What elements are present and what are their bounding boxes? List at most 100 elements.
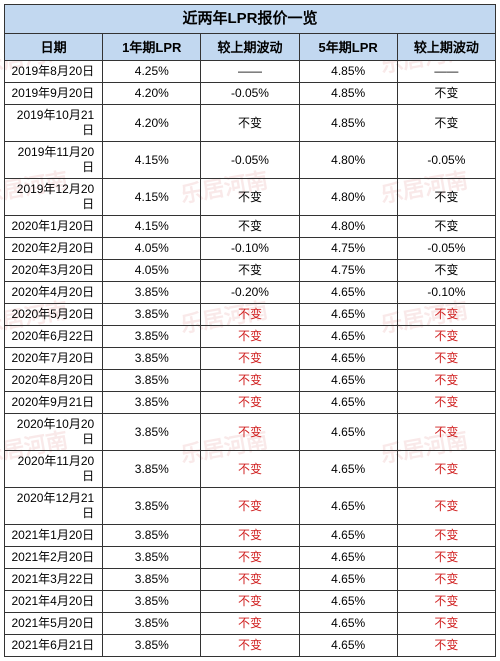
cell-chg5: 不变	[397, 392, 495, 414]
cell-chg5: 不变	[397, 635, 495, 657]
cell-chg5: 不变	[397, 326, 495, 348]
table-row: 2020年9月21日3.85%不变4.65%不变	[5, 392, 496, 414]
cell-chg5: 不变	[397, 569, 495, 591]
table-row: 2021年1月20日3.85%不变4.65%不变	[5, 525, 496, 547]
cell-lpr5: 4.65%	[299, 635, 397, 657]
cell-lpr5: 4.65%	[299, 370, 397, 392]
cell-date: 2019年11月20日	[5, 142, 103, 179]
table-row: 2021年2月20日3.85%不变4.65%不变	[5, 547, 496, 569]
cell-lpr1: 3.85%	[103, 392, 201, 414]
cell-chg5: 不变	[397, 547, 495, 569]
cell-chg1: 不变	[201, 414, 299, 451]
table-row: 2021年6月21日3.85%不变4.65%不变	[5, 635, 496, 657]
header-row: 日期 1年期LPR 较上期波动 5年期LPR 较上期波动	[5, 34, 496, 61]
cell-date: 2021年2月20日	[5, 547, 103, 569]
cell-chg1: 不变	[201, 326, 299, 348]
table-row: 2019年8月20日4.25%——4.85%——	[5, 61, 496, 83]
table-row: 2020年6月22日3.85%不变4.65%不变	[5, 326, 496, 348]
cell-lpr1: 3.85%	[103, 569, 201, 591]
table-row: 2020年10月20日3.85%不变4.65%不变	[5, 414, 496, 451]
cell-lpr5: 4.65%	[299, 304, 397, 326]
table-body: 2019年8月20日4.25%——4.85%——2019年9月20日4.20%-…	[5, 61, 496, 657]
table-row: 2020年3月20日4.05%不变4.75%不变	[5, 260, 496, 282]
cell-lpr1: 4.25%	[103, 61, 201, 83]
table-row: 2020年12月21日3.85%不变4.65%不变	[5, 488, 496, 525]
cell-chg1: ——	[201, 61, 299, 83]
col-header-lpr1: 1年期LPR	[103, 34, 201, 61]
cell-lpr1: 3.85%	[103, 547, 201, 569]
cell-lpr1: 3.85%	[103, 635, 201, 657]
cell-date: 2019年9月20日	[5, 83, 103, 105]
table-wrapper: 乐居河南乐居河南乐居河南乐居河南乐居河南乐居河南乐居河南乐居河南乐居河南乐居河南…	[0, 0, 500, 661]
cell-lpr1: 4.15%	[103, 216, 201, 238]
cell-chg5: 不变	[397, 83, 495, 105]
cell-date: 2020年12月21日	[5, 488, 103, 525]
cell-date: 2020年9月21日	[5, 392, 103, 414]
cell-chg1: 不变	[201, 304, 299, 326]
cell-chg1: 不变	[201, 451, 299, 488]
cell-lpr1: 4.05%	[103, 238, 201, 260]
cell-chg5: 不变	[397, 451, 495, 488]
cell-chg5: 不变	[397, 591, 495, 613]
table-row: 2019年11月20日4.15%-0.05%4.80%-0.05%	[5, 142, 496, 179]
cell-date: 2019年10月21日	[5, 105, 103, 142]
cell-lpr1: 3.85%	[103, 451, 201, 488]
cell-lpr5: 4.75%	[299, 260, 397, 282]
table-row: 2020年7月20日3.85%不变4.65%不变	[5, 348, 496, 370]
cell-date: 2021年5月20日	[5, 613, 103, 635]
cell-lpr1: 3.85%	[103, 326, 201, 348]
table-title: 近两年LPR报价一览	[5, 5, 496, 34]
cell-date: 2021年1月20日	[5, 525, 103, 547]
table-row: 2019年9月20日4.20%-0.05%4.85%不变	[5, 83, 496, 105]
cell-chg5: -0.05%	[397, 142, 495, 179]
cell-lpr1: 3.85%	[103, 282, 201, 304]
cell-lpr1: 3.85%	[103, 591, 201, 613]
cell-date: 2021年6月21日	[5, 635, 103, 657]
cell-chg1: 不变	[201, 370, 299, 392]
cell-date: 2020年2月20日	[5, 238, 103, 260]
cell-date: 2020年7月20日	[5, 348, 103, 370]
cell-date: 2019年12月20日	[5, 179, 103, 216]
cell-date: 2020年1月20日	[5, 216, 103, 238]
cell-lpr1: 3.85%	[103, 304, 201, 326]
cell-lpr1: 4.20%	[103, 105, 201, 142]
table-row: 2020年8月20日3.85%不变4.65%不变	[5, 370, 496, 392]
cell-date: 2020年6月22日	[5, 326, 103, 348]
cell-lpr5: 4.85%	[299, 105, 397, 142]
cell-chg1: -0.20%	[201, 282, 299, 304]
cell-chg1: 不变	[201, 216, 299, 238]
cell-date: 2020年5月20日	[5, 304, 103, 326]
cell-lpr5: 4.65%	[299, 488, 397, 525]
cell-chg1: 不变	[201, 260, 299, 282]
cell-lpr5: 4.80%	[299, 142, 397, 179]
cell-lpr5: 4.65%	[299, 547, 397, 569]
cell-lpr1: 3.85%	[103, 370, 201, 392]
cell-lpr1: 4.20%	[103, 83, 201, 105]
cell-lpr5: 4.65%	[299, 451, 397, 488]
cell-chg1: 不变	[201, 392, 299, 414]
cell-lpr1: 3.85%	[103, 414, 201, 451]
cell-chg5: 不变	[397, 304, 495, 326]
cell-lpr1: 3.85%	[103, 613, 201, 635]
cell-lpr5: 4.65%	[299, 392, 397, 414]
cell-chg5: 不变	[397, 414, 495, 451]
table-row: 2020年4月20日3.85%-0.20%4.65%-0.10%	[5, 282, 496, 304]
cell-lpr5: 4.65%	[299, 525, 397, 547]
cell-lpr5: 4.65%	[299, 282, 397, 304]
cell-chg5: 不变	[397, 488, 495, 525]
cell-lpr5: 4.65%	[299, 348, 397, 370]
table-row: 2020年1月20日4.15%不变4.80%不变	[5, 216, 496, 238]
cell-lpr5: 4.65%	[299, 326, 397, 348]
table-row: 2021年4月20日3.85%不变4.65%不变	[5, 591, 496, 613]
col-header-lpr5: 5年期LPR	[299, 34, 397, 61]
cell-lpr1: 4.05%	[103, 260, 201, 282]
cell-lpr5: 4.85%	[299, 83, 397, 105]
table-row: 2020年5月20日3.85%不变4.65%不变	[5, 304, 496, 326]
cell-chg1: 不变	[201, 613, 299, 635]
table-row: 2021年5月20日3.85%不变4.65%不变	[5, 613, 496, 635]
cell-chg1: 不变	[201, 547, 299, 569]
cell-lpr5: 4.80%	[299, 216, 397, 238]
cell-chg5: 不变	[397, 216, 495, 238]
cell-chg5: 不变	[397, 613, 495, 635]
cell-date: 2020年10月20日	[5, 414, 103, 451]
